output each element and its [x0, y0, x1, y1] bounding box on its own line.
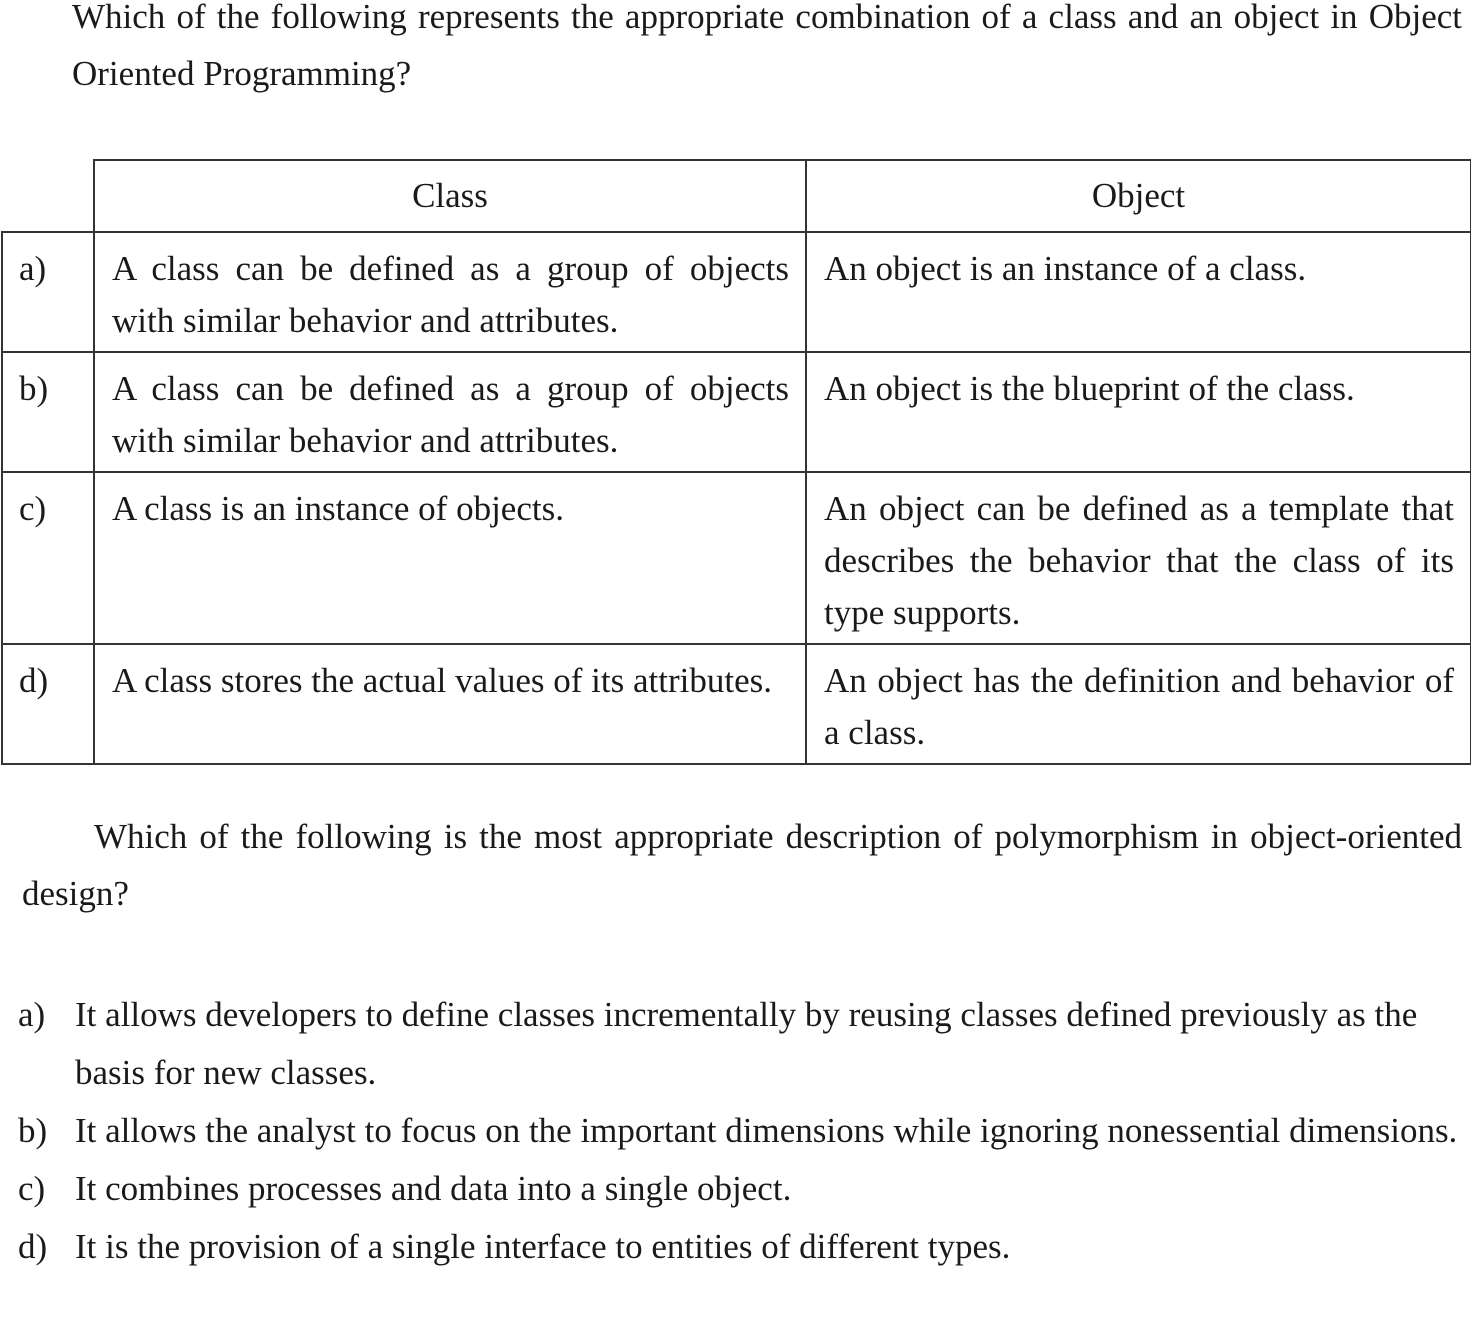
object-column-header: Object [805, 159, 1471, 233]
row-label: b) [1, 351, 95, 473]
object-cell: An object has the definition and behavio… [805, 643, 1471, 765]
option-text: It allows the analyst to focus on the im… [75, 1111, 1458, 1150]
table-row: b) A class can be defined as a group of … [1, 351, 1471, 473]
option-letter: a) [18, 995, 46, 1034]
answer-option: a) It allows developers to define classe… [18, 986, 1458, 1102]
option-letter: c) [18, 1169, 46, 1208]
option-letter: b) [18, 1111, 48, 1150]
object-cell: An object can be defined as a template t… [805, 471, 1471, 645]
answer-options-list: a) It allows developers to define classe… [18, 986, 1458, 1276]
option-text: It allows developers to define classes i… [75, 995, 1418, 1092]
option-text: It is the provision of a single interfac… [75, 1227, 1011, 1266]
table-header-row: Class Object [2, 159, 1471, 233]
table-row: d) A class stores the actual values of i… [1, 643, 1471, 765]
object-cell: An object is the blueprint of the class. [805, 351, 1471, 473]
class-column-header: Class [93, 159, 807, 233]
row-label: a) [1, 231, 95, 353]
class-cell: A class is an instance of objects. [93, 471, 807, 645]
row-label: c) [1, 471, 95, 645]
answer-option: b) It allows the analyst to focus on the… [18, 1102, 1458, 1160]
option-letter: d) [18, 1227, 48, 1266]
table-corner-cell [2, 160, 95, 233]
row-label: d) [1, 643, 95, 765]
class-cell: A class stores the actual values of its … [93, 643, 807, 765]
class-cell: A class can be defined as a group of obj… [93, 231, 807, 353]
option-text: It combines processes and data into a si… [75, 1169, 792, 1208]
object-cell: An object is an instance of a class. [805, 231, 1471, 353]
class-cell: A class can be defined as a group of obj… [93, 351, 807, 473]
question-1-text: Which of the following represents the ap… [72, 0, 1462, 93]
answer-option: c) It combines processes and data into a… [18, 1160, 1458, 1218]
answer-option: d) It is the provision of a single inter… [18, 1218, 1458, 1276]
table-row: a) A class can be defined as a group of … [1, 231, 1471, 353]
class-object-table: Class Object a) A class can be defined a… [1, 159, 1471, 765]
question-2-text: Which of the following is the most appro… [22, 817, 1462, 913]
table-row: c) A class is an instance of objects. An… [1, 471, 1471, 645]
